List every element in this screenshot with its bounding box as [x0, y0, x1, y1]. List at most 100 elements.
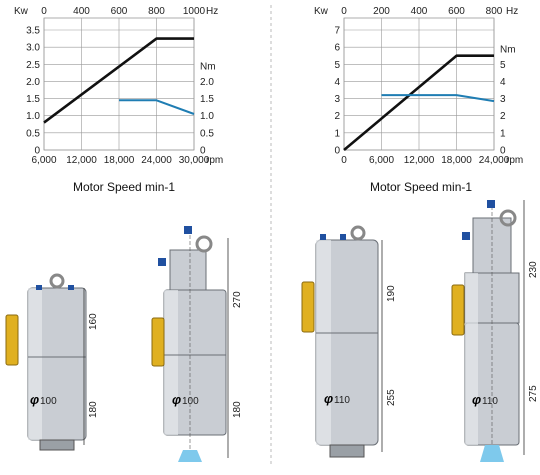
x-unit: rpm: [206, 155, 223, 166]
left-tick-label: 2.5: [26, 60, 40, 71]
left-tick-label: 1: [334, 128, 340, 139]
x-tick-label: 6,000: [369, 155, 394, 166]
motor-1-dia-symbol: φ: [30, 392, 39, 407]
x-tick-label: 18,000: [441, 155, 472, 166]
chart-2-title: Motor Speed min-1: [370, 180, 472, 194]
top-unit: Hz: [506, 6, 518, 17]
x-tick-label: 18,000: [104, 155, 135, 166]
top-tick-label: 400: [73, 6, 90, 17]
blue-connector-icon: [320, 234, 326, 240]
x-unit: rpm: [506, 155, 523, 166]
eye-bolt-icon: [195, 235, 213, 253]
right-unit: Nm: [500, 44, 516, 55]
eye-bolt-icon: [49, 273, 65, 289]
top-tick-label: 1000: [183, 6, 206, 17]
top-tick-label: 400: [411, 6, 428, 17]
series-line-left: [343, 54, 494, 151]
left-tick-label: 1.5: [26, 94, 40, 105]
right-tick-label: 2: [500, 111, 506, 122]
motor-2-head: [169, 249, 207, 291]
blue-connector-icon: [462, 232, 470, 240]
motor-3-dim-upper: 190: [386, 285, 397, 302]
right-tick-label: 3: [500, 94, 506, 105]
motor-4-dim-lower: 275: [528, 385, 539, 402]
blue-connector-icon: [36, 285, 42, 290]
left-tick-label: 7: [334, 26, 340, 37]
left-tick-label: 6: [334, 43, 340, 54]
motor-3-shade: [316, 240, 331, 445]
motor-2-dia: 100: [182, 396, 199, 407]
motor-1-dim-lower: 180: [88, 401, 99, 418]
right-tick-label: 0: [500, 146, 506, 157]
left-tick-label: 0: [334, 146, 340, 157]
top-tick-label: 0: [341, 6, 347, 17]
x-tick-label: 24,000: [479, 155, 510, 166]
x-tick-label: 0: [341, 155, 347, 166]
right-tick-label: 5: [500, 60, 506, 71]
right-tick-label: 1: [500, 128, 506, 139]
left-tick-label: 3.5: [26, 26, 40, 37]
left-tick-label: 1.0: [26, 111, 40, 122]
motor-3-dia: 110: [334, 395, 350, 406]
motor-4-dia-symbol: φ: [472, 392, 481, 407]
right-tick-label: 0: [200, 146, 206, 157]
left-unit: Kw: [14, 6, 29, 17]
series-line-right: [119, 99, 195, 115]
left-tick-label: 4: [334, 77, 340, 88]
top-tick-label: 600: [111, 6, 128, 17]
motor-1: 160 180 φ 100: [5, 273, 99, 451]
brass-fitting-icon: [301, 281, 315, 333]
chart-1-series: [43, 37, 195, 124]
top-tick-label: 800: [148, 6, 165, 17]
left-tick-label: 3.0: [26, 43, 40, 54]
right-tick-label: 0.5: [200, 128, 214, 139]
motor-2: 270 180 φ 100: [151, 226, 243, 462]
chart-2-grid: [343, 17, 495, 151]
motor-4-dia: 110: [482, 396, 498, 407]
right-tick-label: 1.0: [200, 111, 214, 122]
brass-fitting-icon: [151, 317, 165, 367]
motor-4: 230 275 φ 110: [451, 200, 539, 462]
series-line-left: [43, 37, 194, 124]
x-tick-label: 6,000: [31, 155, 56, 166]
left-tick-label: 5: [334, 60, 340, 71]
motor-2-dia-symbol: φ: [172, 392, 181, 407]
right-tick-label: 2.0: [200, 77, 214, 88]
blue-connector-icon: [340, 234, 346, 240]
eye-bolt-icon: [350, 225, 366, 241]
motor-1-dim-upper: 160: [88, 313, 99, 330]
blue-connector-icon: [68, 285, 74, 290]
motor-4-shade: [465, 273, 478, 445]
chart-1-title: Motor Speed min-1: [73, 180, 175, 194]
collet-icon: [329, 444, 365, 458]
motor-3: 190 255 φ 110: [301, 225, 397, 458]
left-tick-label: 2: [334, 111, 340, 122]
motor-2-dim-lower: 180: [232, 401, 243, 418]
brass-fitting-icon: [451, 284, 465, 336]
motor-3-dia-symbol: φ: [324, 391, 333, 406]
left-tick-label: 2.0: [26, 77, 40, 88]
motor-3-dim-lower: 255: [386, 389, 397, 406]
right-unit: Nm: [200, 61, 216, 72]
top-tick-label: 800: [486, 6, 503, 17]
x-tick-label: 12,000: [404, 155, 435, 166]
x-tick-label: 12,000: [66, 155, 97, 166]
motor-1-shade: [28, 288, 42, 440]
top-unit: Hz: [206, 6, 218, 17]
x-tick-label: 24,000: [141, 155, 172, 166]
top-tick-label: 600: [448, 6, 465, 17]
top-tick-label: 200: [373, 6, 390, 17]
chart-2-series: [343, 54, 495, 151]
left-tick-label: 3: [334, 94, 340, 105]
top-tick-label: 0: [41, 6, 47, 17]
blue-connector-icon: [158, 258, 166, 266]
motor-1-dia: 100: [40, 396, 57, 407]
blue-connector-icon: [184, 226, 192, 234]
chart-1-grid: [43, 17, 195, 151]
x-tick-label: 30,000: [179, 155, 210, 166]
motor-4-dim-upper: 230: [528, 261, 539, 278]
